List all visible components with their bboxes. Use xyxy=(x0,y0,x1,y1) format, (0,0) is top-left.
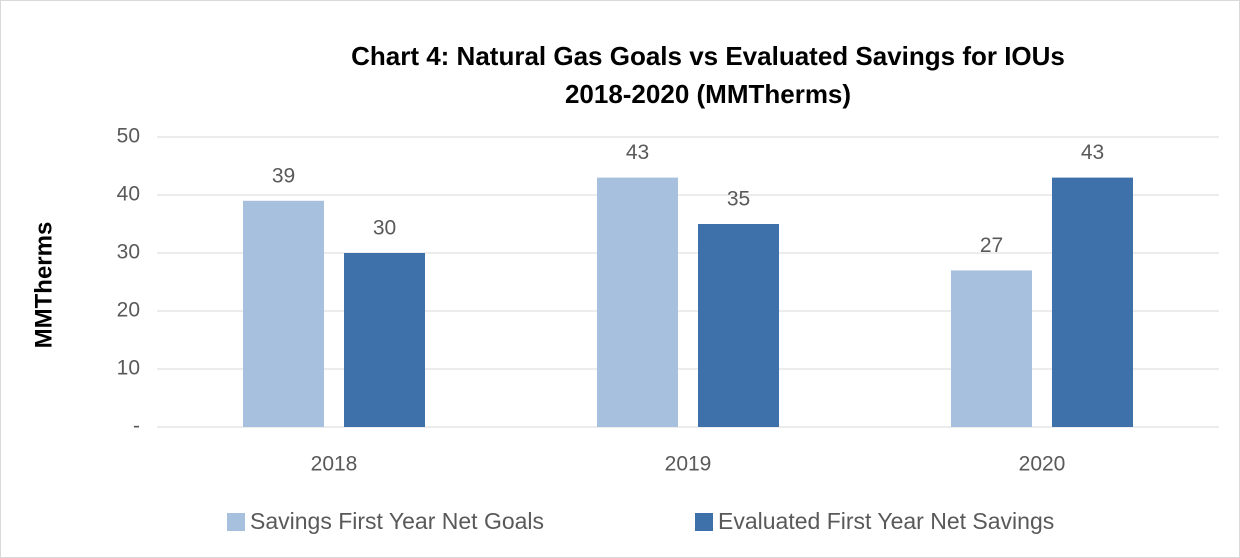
data-label: 27 xyxy=(980,234,1003,257)
x-tick-label: 2020 xyxy=(1019,453,1066,476)
data-label: 39 xyxy=(272,164,295,187)
bar xyxy=(698,224,779,427)
y-tick-label: - xyxy=(133,415,140,438)
x-tick-label: 2018 xyxy=(311,453,358,476)
data-label: 43 xyxy=(626,141,649,164)
y-tick-label: 10 xyxy=(117,357,140,380)
bar xyxy=(597,177,678,427)
bar xyxy=(951,270,1032,427)
data-label: 35 xyxy=(727,188,750,211)
y-tick-label: 20 xyxy=(117,299,140,322)
data-label: 43 xyxy=(1081,141,1104,164)
bar xyxy=(243,200,324,427)
legend-label: Evaluated First Year Net Savings xyxy=(718,508,1054,534)
bar xyxy=(344,253,425,427)
bar xyxy=(1052,177,1133,427)
chart-title: 2018-2020 (MMTherms) xyxy=(565,79,851,109)
legend-label: Savings First Year Net Goals xyxy=(250,508,544,534)
y-tick-label: 50 xyxy=(117,125,140,148)
legend-swatch xyxy=(227,513,245,531)
x-tick-label: 2019 xyxy=(665,453,712,476)
chart-title: Chart 4: Natural Gas Goals vs Evaluated … xyxy=(351,41,1065,71)
y-tick-label: 30 xyxy=(117,241,140,264)
y-axis-label: MMTherms xyxy=(30,222,57,349)
data-label: 30 xyxy=(373,217,396,240)
y-tick-label: 40 xyxy=(117,183,140,206)
legend-swatch xyxy=(695,513,713,531)
